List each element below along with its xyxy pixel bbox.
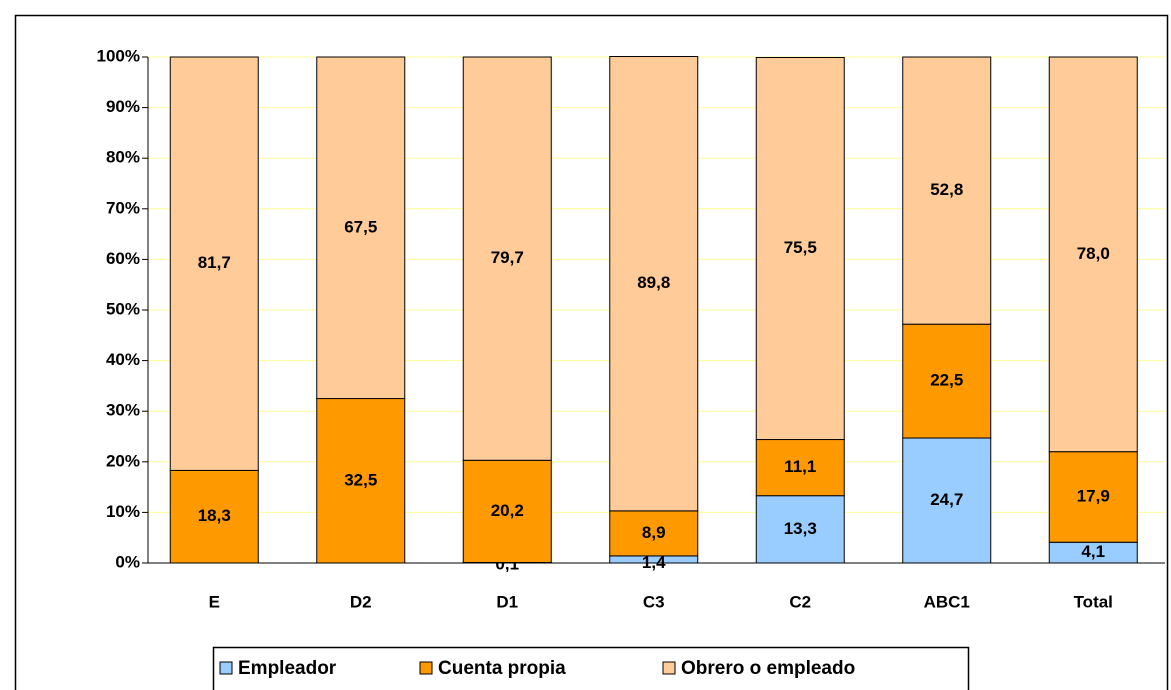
legend-swatch — [662, 661, 676, 675]
bar-segment — [1048, 56, 1138, 453]
data-label: 89,8 — [637, 273, 670, 292]
data-label: 79,7 — [491, 248, 524, 267]
bar-segment — [462, 56, 552, 461]
data-label: 1,4 — [642, 553, 666, 572]
y-tick-label: 10% — [106, 502, 140, 521]
data-label: 75,5 — [784, 238, 817, 257]
bar-segment — [316, 56, 406, 400]
x-tick-label: ABC1 — [924, 592, 970, 611]
data-label: 24,7 — [930, 490, 963, 509]
y-tick-label: 60% — [106, 249, 140, 268]
bar-segment — [609, 55, 699, 512]
data-label: 8,9 — [642, 523, 666, 542]
x-tick-label: D1 — [496, 592, 518, 611]
y-tick-label: 30% — [106, 401, 140, 420]
bar-segment — [609, 510, 699, 557]
legend-box — [212, 646, 970, 690]
y-tick-label: 90% — [106, 97, 140, 116]
data-label: 11,1 — [784, 457, 816, 476]
bar-segment — [755, 439, 845, 497]
y-tick-label: 20% — [106, 451, 140, 470]
x-tick-label: E — [209, 592, 220, 611]
bar-segment — [169, 56, 259, 471]
bar-segment — [902, 56, 992, 325]
bar-segment — [316, 398, 406, 564]
legend-label: Obrero o empleado — [681, 658, 855, 679]
x-tick-label: C3 — [643, 592, 665, 611]
data-label: 52,8 — [930, 180, 963, 199]
x-tick-label: Total — [1074, 592, 1113, 611]
data-label: 17,9 — [1077, 486, 1110, 505]
data-label: 4,1 — [1081, 542, 1105, 561]
y-tick-label: 100% — [97, 46, 140, 65]
data-label: 32,5 — [344, 470, 377, 489]
y-tick-label: 40% — [106, 350, 140, 369]
legend-swatch — [219, 661, 233, 675]
y-tick-label: 70% — [106, 198, 140, 217]
bar-segment — [169, 469, 259, 564]
bar-segment — [902, 323, 992, 439]
y-tick-label: 80% — [106, 148, 140, 167]
data-label: 81,7 — [198, 253, 231, 272]
legend-label: Cuenta propia — [438, 658, 566, 679]
legend-label: Empleador — [238, 658, 337, 679]
y-tick-label: 50% — [106, 299, 140, 318]
data-label: 18,3 — [198, 506, 231, 525]
data-label: 67,5 — [344, 217, 377, 236]
y-tick-label: 0% — [115, 552, 140, 571]
data-label: 20,2 — [491, 501, 524, 520]
data-label: 78,0 — [1077, 244, 1110, 263]
x-tick-label: C2 — [789, 592, 811, 611]
bar-segment — [462, 459, 552, 563]
bar-segment — [755, 57, 845, 441]
x-tick-label: D2 — [350, 592, 372, 611]
data-label: 13,3 — [784, 519, 817, 538]
data-label: 22,5 — [930, 371, 963, 390]
legend-swatch — [419, 661, 433, 675]
